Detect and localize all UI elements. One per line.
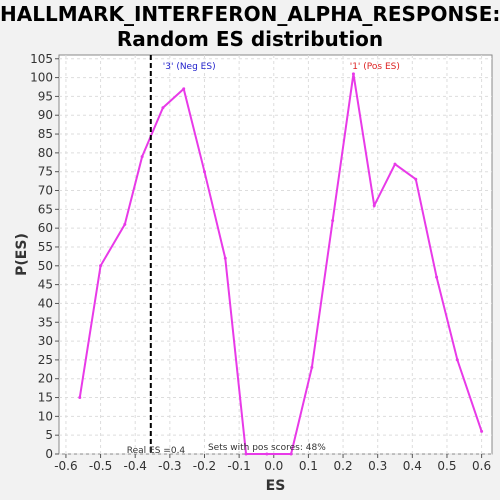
data-point (78, 396, 82, 400)
y-tick-label: 20 (38, 372, 53, 386)
data-point (99, 264, 103, 268)
data-point (393, 162, 397, 166)
data-point (414, 177, 418, 181)
data-point (161, 106, 165, 110)
y-tick-label: 10 (38, 409, 53, 423)
x-tick-label: 0.0 (264, 459, 283, 473)
y-tick-label: 5 (45, 428, 53, 442)
y-axis-ticks: 0 5 10 15 20 25 30 35 40 45 50 55 60 65 70 75 80 85 90 95 10… (30, 52, 59, 461)
real-es-label: Real ES =0.4 (127, 446, 186, 456)
y-tick-label: 100 (30, 71, 53, 85)
data-point (265, 452, 269, 456)
x-tick-label: 0.1 (299, 459, 318, 473)
x-tick-label: -0.5 (89, 459, 112, 473)
x-tick-label: -0.3 (158, 459, 181, 473)
grid-lines (59, 55, 492, 455)
x-tick-label: -0.1 (227, 459, 250, 473)
data-point (289, 452, 293, 456)
pos-scores-note: Sets with pos scores: 48% (208, 443, 326, 453)
data-point (435, 275, 439, 279)
y-tick-label: 105 (30, 52, 53, 66)
y-tick-label: 35 (38, 315, 53, 329)
x-tick-label: 0.4 (403, 459, 422, 473)
y-tick-label: 50 (38, 259, 53, 273)
data-point (372, 204, 376, 208)
y-tick-label: 25 (38, 353, 53, 367)
data-point (331, 219, 335, 223)
data-point (244, 452, 248, 456)
data-point (123, 222, 127, 226)
data-point (480, 429, 484, 433)
y-tick-label: 90 (38, 108, 53, 122)
data-point (223, 256, 227, 260)
data-point (310, 365, 314, 369)
x-axis-ticks: -0.6 -0.5 -0.4 -0.3 -0.2 -0.1 0.0 0.1 0.2 0.3 0.4 0… (54, 454, 491, 473)
series-line (78, 73, 483, 455)
x-tick-label: 0.2 (334, 459, 353, 473)
y-axis-label: P(ES) (14, 233, 30, 276)
y-tick-label: 15 (38, 391, 53, 405)
neg-es-label: '3' (Neg ES) (163, 62, 216, 72)
x-tick-label: 0.6 (472, 459, 491, 473)
y-tick-label: 0 (45, 447, 53, 461)
data-point (140, 155, 144, 159)
y-tick-label: 70 (38, 184, 53, 198)
x-tick-label: 0.3 (368, 459, 387, 473)
x-tick-label: -0.6 (54, 459, 77, 473)
y-tick-label: 95 (38, 89, 53, 103)
data-point (351, 72, 355, 76)
chart-title-line1: HALLMARK_INTERFERON_ALPHA_RESPONSE: (0, 2, 500, 26)
y-tick-label: 60 (38, 221, 53, 235)
chart-title-line2: Random ES distribution (116, 27, 384, 51)
x-axis-label: ES (266, 478, 286, 494)
data-point (182, 87, 186, 91)
data-point (455, 358, 459, 362)
y-tick-label: 85 (38, 127, 53, 141)
y-tick-label: 40 (38, 296, 53, 310)
x-tick-label: 0.5 (437, 459, 456, 473)
y-tick-label: 65 (38, 202, 53, 216)
x-tick-label: -0.4 (123, 459, 146, 473)
data-point (202, 170, 206, 174)
y-tick-label: 75 (38, 165, 53, 179)
plot-area (58, 54, 493, 455)
y-tick-label: 80 (38, 146, 53, 160)
x-tick-label: -0.2 (193, 459, 216, 473)
pos-es-label: '1' (Pos ES) (350, 62, 400, 72)
y-tick-label: 45 (38, 278, 53, 292)
y-tick-label: 55 (38, 240, 53, 254)
series-points (78, 72, 484, 456)
y-tick-label: 30 (38, 334, 53, 348)
